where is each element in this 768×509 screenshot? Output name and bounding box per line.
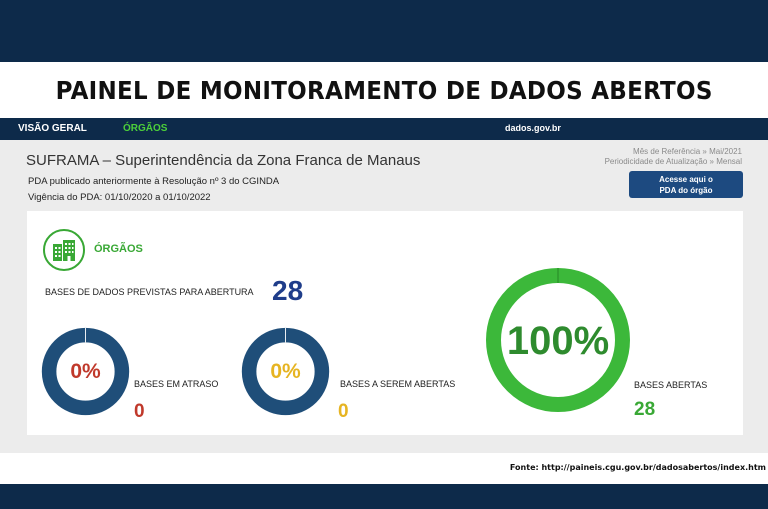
donut-a-abrir bbox=[241, 327, 330, 416]
access-pda-button[interactable]: Acesse aqui o PDA do órgão bbox=[629, 171, 743, 198]
abertas-value: 28 bbox=[634, 399, 656, 420]
pda-note: PDA publicado anteriormente à Resolução … bbox=[28, 176, 280, 187]
building-icon bbox=[43, 229, 85, 271]
vigencia: Vigência do PDA: 01/10/2020 a 01/10/2022 bbox=[28, 192, 211, 203]
nav-visao-geral[interactable]: VISÃO GERAL bbox=[18, 123, 87, 134]
bottom-band bbox=[0, 484, 768, 509]
summary-card: ÓRGÃOS BASES DE DADOS PREVISTAS PARA ABE… bbox=[27, 211, 743, 435]
abertas-percent: 100% bbox=[506, 319, 610, 363]
source-band: Fonte: http://paineis.cgu.gov.br/dadosab… bbox=[0, 453, 768, 484]
donut-abertas bbox=[486, 268, 630, 412]
dashboard-content: SUFRAMA – Superintendência da Zona Franc… bbox=[0, 140, 768, 453]
section-label: ÓRGÃOS bbox=[94, 243, 143, 255]
source-text: Fonte: http://paineis.cgu.gov.br/dadosab… bbox=[509, 463, 766, 472]
periodicidade: Periodicidade de Atualização » Mensal bbox=[604, 157, 742, 166]
a-abrir-percent: 0% bbox=[270, 360, 301, 383]
top-band bbox=[0, 0, 768, 62]
atraso-label: BASES EM ATRASO bbox=[134, 379, 219, 389]
org-title: SUFRAMA – Superintendência da Zona Franc… bbox=[26, 152, 421, 169]
previstas-value: 28 bbox=[272, 275, 304, 306]
access-pda-button-line2: PDA do órgão bbox=[659, 186, 713, 195]
a-abrir-label: BASES A SEREM ABERTAS bbox=[340, 379, 456, 389]
atraso-percent: 0% bbox=[70, 360, 101, 383]
atraso-value: 0 bbox=[134, 401, 145, 422]
page-title: PAINEL DE MONITORAMENTO DE DADOS ABERTOS bbox=[55, 75, 713, 105]
previstas-label: BASES DE DADOS PREVISTAS PARA ABERTURA bbox=[45, 287, 254, 297]
donut-atraso bbox=[41, 327, 130, 416]
a-abrir-value: 0 bbox=[338, 401, 349, 422]
title-area: PAINEL DE MONITORAMENTO DE DADOS ABERTOS bbox=[0, 62, 768, 118]
abertas-label: BASES ABERTAS bbox=[634, 380, 708, 390]
nav-orgaos[interactable]: ÓRGÃOS bbox=[123, 123, 168, 134]
dados-gov-link[interactable]: dados.gov.br bbox=[505, 123, 561, 133]
navbar: VISÃO GERAL ÓRGÃOS dados.gov.br bbox=[0, 118, 768, 140]
access-pda-button-line1: Acesse aqui o bbox=[659, 175, 713, 184]
mes-referencia: Mês de Referência » Mai/2021 bbox=[633, 147, 742, 156]
